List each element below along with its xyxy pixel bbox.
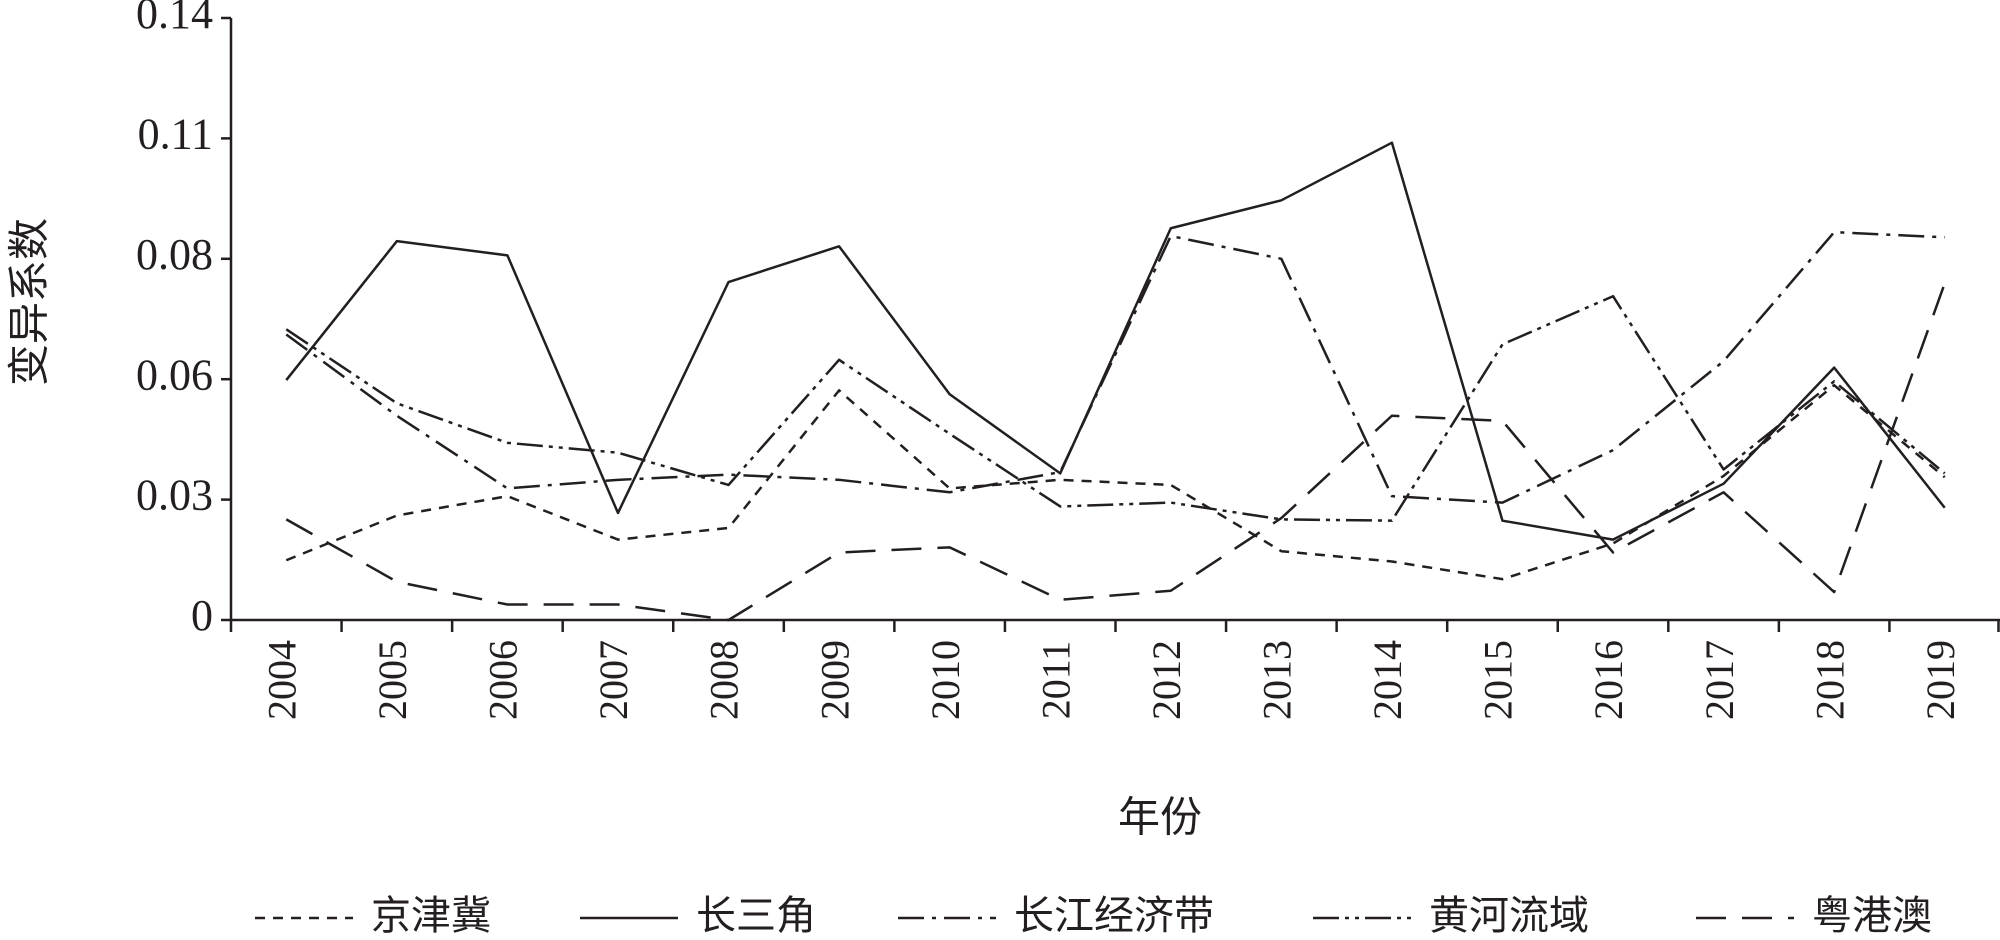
legend-label: 粤港澳	[1812, 893, 1932, 939]
legend-label: 黄河流域	[1429, 893, 1589, 939]
y-tick-label: 0.06	[136, 350, 213, 399]
x-tick-label: 2018	[1807, 640, 1852, 720]
y-tick-label: 0.08	[136, 230, 213, 279]
x-tick-label: 2004	[259, 640, 304, 720]
x-tick-label: 2014	[1365, 640, 1410, 720]
y-axis-title: 变异系数	[5, 218, 54, 386]
x-tick-label: 2017	[1697, 640, 1742, 720]
x-tick-label: 2016	[1586, 640, 1631, 720]
y-tick-label: 0.03	[136, 471, 213, 520]
legend-label: 长江经济带	[1014, 893, 1214, 939]
x-tick-label: 2011	[1033, 641, 1078, 720]
x-tick-label: 2006	[481, 640, 526, 720]
y-tick-label: 0	[191, 591, 213, 640]
series-line	[285, 141, 1946, 541]
series-line	[285, 230, 1945, 504]
y-tick-label: 0.14	[136, 0, 213, 38]
x-tick-label: 2013	[1255, 640, 1300, 720]
x-axis-title: 年份	[1118, 793, 1202, 842]
x-tick-label: 2005	[370, 640, 415, 720]
legend-label: 长三角	[696, 893, 816, 939]
y-tick-label: 0.11	[138, 109, 213, 158]
series-line	[285, 294, 1946, 522]
series-line	[285, 282, 1946, 622]
x-tick-label: 2012	[1144, 640, 1189, 720]
x-tick-label: 2007	[591, 640, 636, 720]
legend-label: 京津冀	[371, 893, 491, 939]
x-tick-label: 2008	[702, 640, 747, 720]
x-tick-label: 2010	[923, 640, 968, 720]
x-tick-label: 2015	[1476, 640, 1521, 720]
x-tick-label: 2019	[1918, 640, 1963, 720]
series-line	[285, 383, 1946, 581]
x-tick-label: 2009	[812, 640, 857, 720]
